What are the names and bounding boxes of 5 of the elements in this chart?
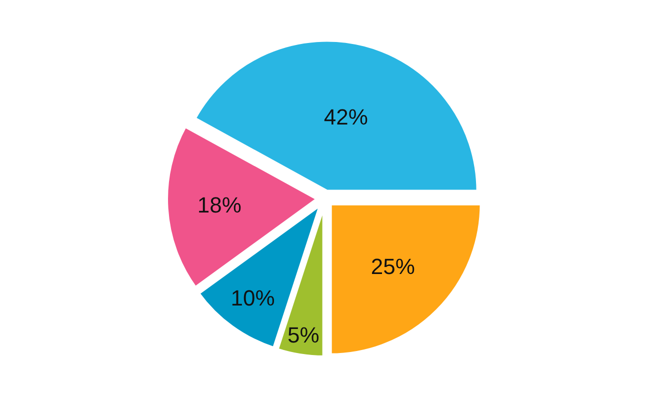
data-label: 42%	[324, 104, 368, 130]
data-label: 25%	[370, 254, 415, 279]
data-label: 10%	[230, 285, 275, 310]
data-label: 5%	[288, 322, 320, 348]
data-label: 18%	[197, 192, 242, 218]
